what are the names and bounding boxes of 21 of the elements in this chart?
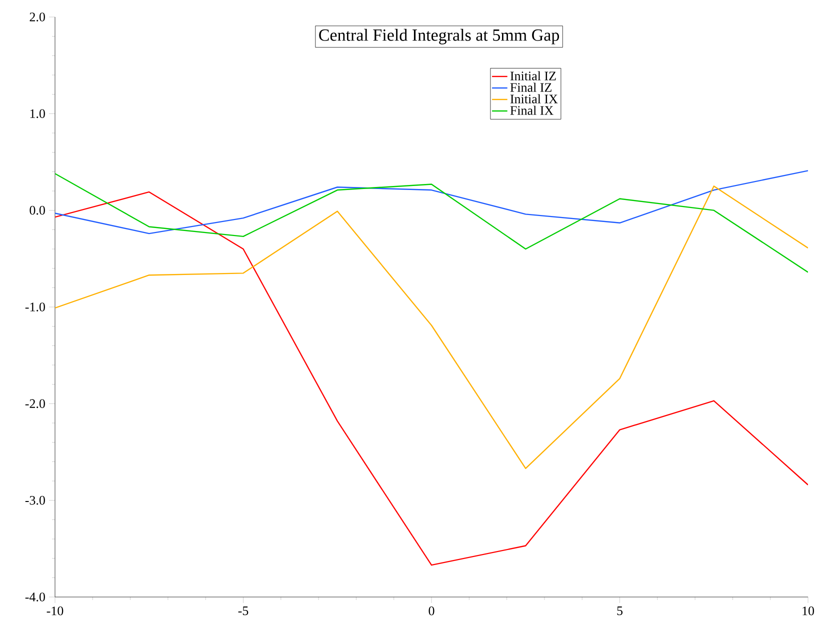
legend-label: Final IZ (510, 82, 552, 92)
line-series (55, 191, 808, 566)
line-series (55, 172, 808, 273)
y-tick-label: -2.0 (25, 399, 45, 408)
y-tick-label: -1.0 (25, 302, 45, 312)
y-tick-label: -3.0 (25, 496, 45, 505)
y-tick-label: 1.0 (30, 109, 45, 118)
x-tick-label: 10 (802, 606, 814, 616)
line-series (55, 186, 808, 470)
y-tick-label: -4.0 (25, 592, 45, 602)
line-series (55, 170, 808, 234)
x-tick-label: 5 (617, 606, 623, 616)
legend-label: Initial IX (510, 94, 558, 104)
x-tick-label: 0 (428, 606, 434, 616)
y-tick-label: 0.0 (30, 206, 45, 215)
x-tick-label: -5 (238, 606, 248, 616)
text: Central Field Integrals at 5mm Gap (319, 28, 560, 44)
legend-label: Final IX (510, 106, 554, 115)
legend-label: Initial IZ (510, 71, 556, 80)
y-tick-label: 2.0 (30, 12, 45, 22)
x-tick-label: -10 (46, 606, 64, 616)
